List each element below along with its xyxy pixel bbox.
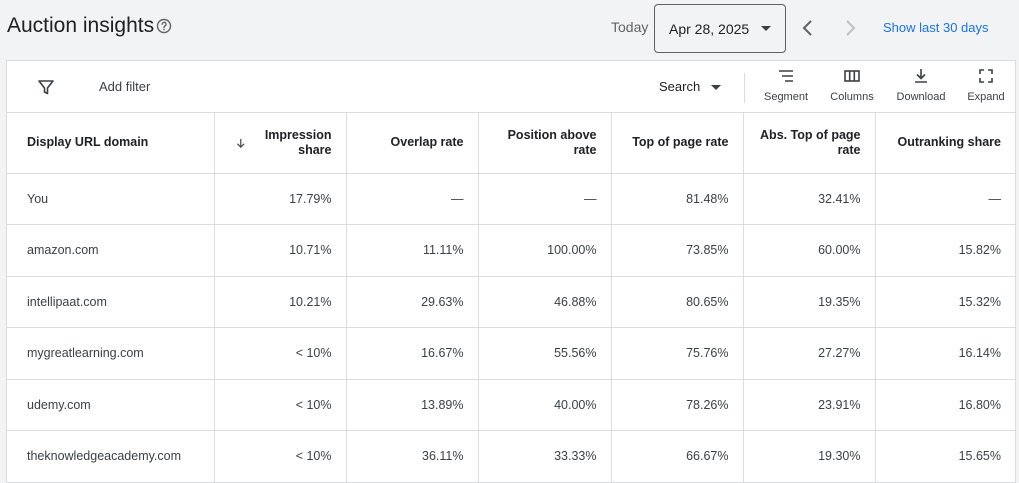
column-header-abs-top-of-page-rate[interactable]: Abs. Top of page rate xyxy=(743,113,876,174)
cell-top-of-page-rate: 73.85% xyxy=(611,224,744,277)
table-toolbar: Add filter Search Segment Columns Downlo… xyxy=(7,61,1015,113)
cell-top-of-page-rate: 75.76% xyxy=(611,327,744,380)
column-header-overlap-rate[interactable]: Overlap rate xyxy=(346,113,479,174)
cell-outranking-share: 15.32% xyxy=(875,276,1015,328)
cell-domain: udemy.com xyxy=(7,379,215,431)
cell-domain: intellipaat.com xyxy=(7,276,215,328)
column-header-outranking-share[interactable]: Outranking share xyxy=(875,113,1015,174)
download-button[interactable]: Download xyxy=(891,67,951,109)
table-row: mygreatlearning.com < 10% 16.67% 55.56% … xyxy=(7,327,1015,380)
cell-domain: amazon.com xyxy=(7,224,215,277)
cell-impression-share: < 10% xyxy=(214,327,347,380)
column-header-top-of-page-rate[interactable]: Top of page rate xyxy=(611,113,744,174)
cell-position-above-rate: 33.33% xyxy=(478,430,612,483)
cell-impression-share: < 10% xyxy=(214,379,347,431)
page-title: Auction insights xyxy=(7,14,155,37)
column-header-impression-share[interactable]: Impression share xyxy=(214,113,347,174)
expand-button[interactable]: Expand xyxy=(961,67,1011,109)
cell-top-of-page-rate: 81.48% xyxy=(611,173,744,225)
cell-overlap-rate: 29.63% xyxy=(346,276,479,328)
cell-position-above-rate: 40.00% xyxy=(478,379,612,431)
columns-button[interactable]: Columns xyxy=(824,67,880,109)
table-row: theknowledgeacademy.com < 10% 36.11% 33.… xyxy=(7,430,1015,483)
cell-top-of-page-rate: 66.67% xyxy=(611,430,744,483)
columns-label: Columns xyxy=(830,91,874,103)
cell-top-of-page-rate: 80.65% xyxy=(611,276,744,328)
show-last-30-days-link[interactable]: Show last 30 days xyxy=(883,20,989,35)
page-header: Auction insights Today Apr 28, 2025 Show… xyxy=(0,0,1019,60)
download-icon xyxy=(915,69,927,83)
date-range-select[interactable]: Apr 28, 2025 xyxy=(654,4,786,53)
cell-abs-top-of-page-rate: 23.91% xyxy=(743,379,876,431)
expand-icon xyxy=(979,69,993,83)
table-row: intellipaat.com 10.21% 29.63% 46.88% 80.… xyxy=(7,276,1015,328)
cell-impression-share: < 10% xyxy=(214,430,347,483)
cell-overlap-rate: — xyxy=(346,173,479,225)
cell-overlap-rate: 13.89% xyxy=(346,379,479,431)
help-icon[interactable] xyxy=(156,18,172,34)
cell-position-above-rate: 55.56% xyxy=(478,327,612,380)
add-filter-button[interactable]: Add filter xyxy=(99,79,151,94)
cell-overlap-rate: 16.67% xyxy=(346,327,479,380)
cell-abs-top-of-page-rate: 32.41% xyxy=(743,173,876,225)
search-select[interactable]: Search xyxy=(659,79,701,94)
cell-overlap-rate: 36.11% xyxy=(346,430,479,483)
cell-outranking-share: 16.80% xyxy=(875,379,1015,431)
cell-domain: theknowledgeacademy.com xyxy=(7,430,215,483)
cell-impression-share: 10.21% xyxy=(214,276,347,328)
cell-abs-top-of-page-rate: 19.30% xyxy=(743,430,876,483)
toolbar-divider xyxy=(744,73,745,103)
cell-domain: mygreatlearning.com xyxy=(7,327,215,380)
cell-abs-top-of-page-rate: 60.00% xyxy=(743,224,876,277)
cell-overlap-rate: 11.11% xyxy=(346,224,479,277)
segment-button[interactable]: Segment xyxy=(758,67,814,109)
today-label: Today xyxy=(611,19,649,35)
filter-icon[interactable] xyxy=(37,78,55,96)
cell-position-above-rate: 100.00% xyxy=(478,224,612,277)
cell-domain: You xyxy=(7,173,215,225)
cell-outranking-share: 15.82% xyxy=(875,224,1015,277)
cell-position-above-rate: 46.88% xyxy=(478,276,612,328)
cell-impression-share: 17.79% xyxy=(214,173,347,225)
caret-down-icon xyxy=(761,26,771,31)
date-value: Apr 28, 2025 xyxy=(669,21,750,37)
table-row: amazon.com 10.71% 11.11% 100.00% 73.85% … xyxy=(7,224,1015,277)
cell-impression-share: 10.71% xyxy=(214,224,347,277)
chevron-left-icon[interactable] xyxy=(799,17,817,39)
auction-insights-card: Add filter Search Segment Columns Downlo… xyxy=(6,60,1016,483)
table-header-row: Display URL domain Impression share Over… xyxy=(7,113,1015,174)
cell-abs-top-of-page-rate: 27.27% xyxy=(743,327,876,380)
column-header-label: Impression share xyxy=(264,127,332,157)
cell-top-of-page-rate: 78.26% xyxy=(611,379,744,431)
cell-position-above-rate: — xyxy=(478,173,612,225)
cell-outranking-share: 15.65% xyxy=(875,430,1015,483)
column-header-position-above-rate[interactable]: Position above rate xyxy=(478,113,612,174)
arrow-down-icon xyxy=(236,138,244,148)
cell-outranking-share: 16.14% xyxy=(875,327,1015,380)
caret-down-icon xyxy=(711,85,721,90)
table-row: You 17.79% — — 81.48% 32.41% — xyxy=(7,173,1015,225)
segment-label: Segment xyxy=(763,91,809,103)
download-label: Download xyxy=(896,91,946,103)
column-header-domain[interactable]: Display URL domain xyxy=(7,113,215,174)
chevron-right-icon[interactable] xyxy=(841,17,859,39)
columns-icon xyxy=(844,70,860,82)
segment-icon xyxy=(779,70,793,82)
table-row: udemy.com < 10% 13.89% 40.00% 78.26% 23.… xyxy=(7,379,1015,431)
expand-label: Expand xyxy=(967,91,1005,103)
cell-abs-top-of-page-rate: 19.35% xyxy=(743,276,876,328)
auction-insights-table: Display URL domain Impression share Over… xyxy=(7,113,1015,483)
cell-outranking-share: — xyxy=(875,173,1015,225)
